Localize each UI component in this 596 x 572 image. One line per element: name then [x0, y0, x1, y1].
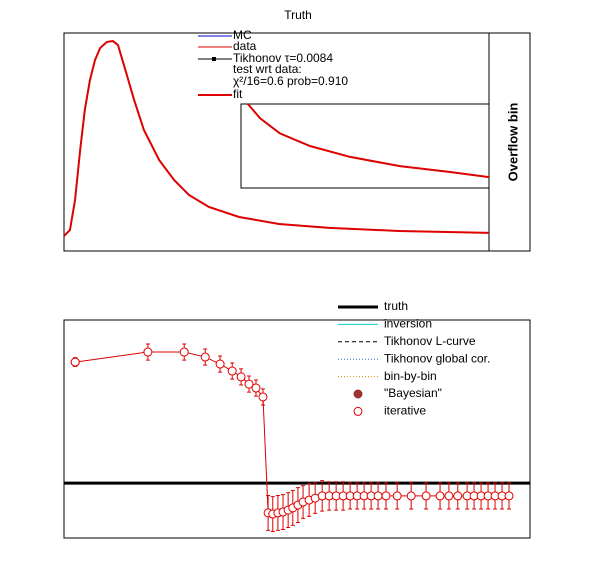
data-point: [179, 347, 189, 357]
legend-label: "Bayesian": [384, 386, 442, 400]
data-point: [444, 491, 454, 501]
data-point: [251, 383, 261, 393]
data-point: [258, 392, 268, 402]
data-point: [215, 359, 225, 369]
legend-label: data: [233, 39, 257, 53]
data-point: [381, 491, 391, 501]
series-line: [63, 40, 490, 237]
legend-label: inversion: [384, 317, 432, 331]
legend-marker: [353, 406, 363, 416]
chart-title: Truth: [284, 8, 312, 22]
legend-note: χ²/16=0.6 prob=0.910: [233, 74, 348, 88]
data-point: [200, 352, 210, 362]
plot-frame: [63, 319, 531, 539]
legend-marker: [353, 389, 363, 399]
plot-frame: [240, 103, 490, 189]
series-line: [75, 351, 510, 515]
legend-label: MC: [233, 28, 252, 42]
legend-label: Tikhonov τ=0.0084: [233, 51, 333, 65]
data-point: [406, 491, 416, 501]
data-point: [435, 491, 445, 501]
legend-note: test wrt data:: [233, 62, 302, 76]
data-point: [236, 372, 246, 382]
data-point: [421, 491, 431, 501]
legend-label: Tikhonov global cor.: [384, 351, 490, 365]
data-point: [392, 491, 402, 501]
legend-marker: [212, 57, 216, 61]
legend-label: iterative: [384, 404, 426, 418]
data-point: [143, 347, 153, 357]
data-point: [373, 491, 383, 501]
data-point: [504, 491, 514, 501]
legend-label: fit: [233, 87, 243, 101]
legend-label: truth: [384, 299, 408, 313]
data-point: [70, 357, 80, 367]
legend-label: bin-by-bin: [384, 369, 437, 383]
data-point: [227, 366, 237, 376]
data-point: [453, 491, 463, 501]
legend-label: Tikhonov L-curve: [384, 334, 476, 348]
overflow-label: Overflow bin: [505, 103, 520, 182]
series-line: [247, 103, 490, 179]
data-point: [244, 379, 254, 389]
